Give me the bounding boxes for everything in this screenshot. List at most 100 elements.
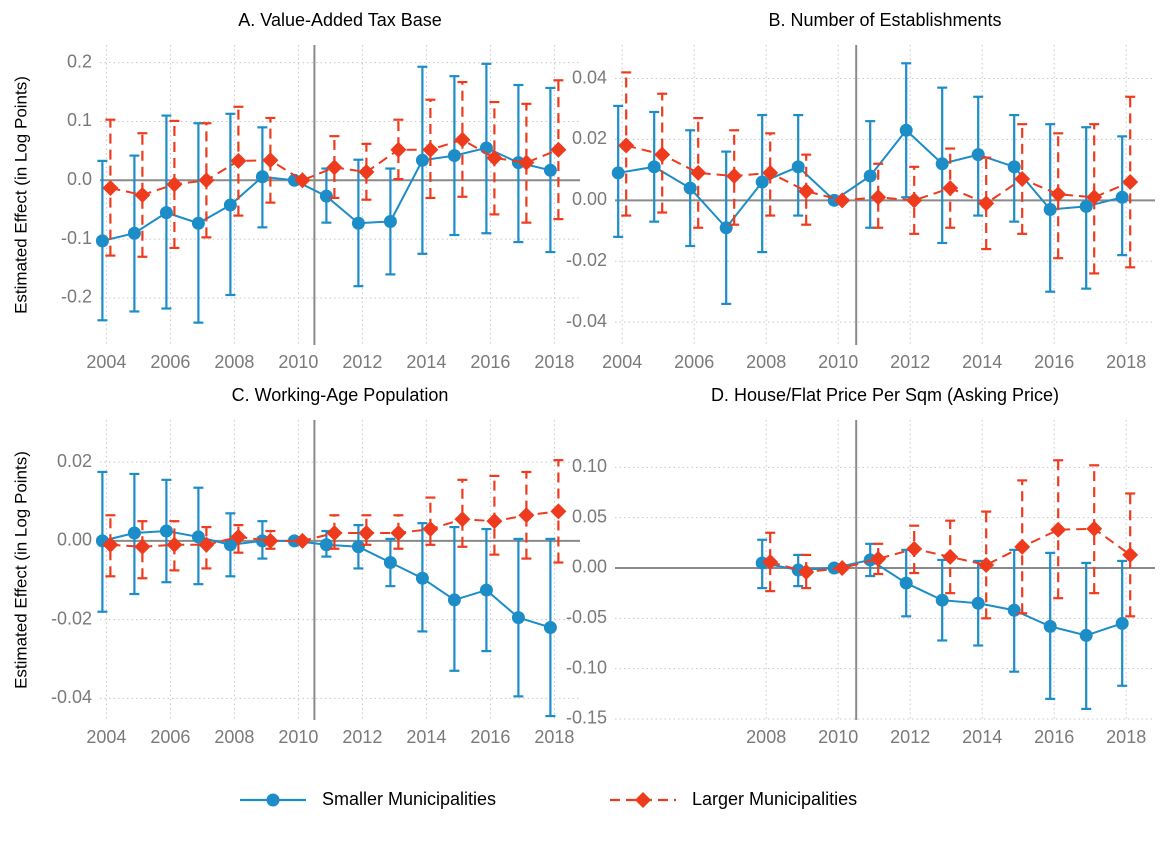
y-axis-label: Estimated Effect (in Log Points) [11, 451, 30, 689]
marker [191, 530, 205, 544]
x-tick-label: 2004 [86, 727, 126, 747]
marker [326, 159, 343, 176]
marker [255, 170, 269, 184]
marker [1086, 520, 1103, 537]
marker [719, 221, 733, 235]
x-tick-label: 2012 [342, 727, 382, 747]
marker [978, 195, 995, 212]
marker [166, 536, 183, 553]
y-tick-label: -0.02 [51, 608, 92, 628]
panel-title: D. House/Flat Price Per Sqm (Asking Pric… [711, 385, 1059, 405]
marker [511, 611, 525, 625]
x-tick-label: 2018 [1106, 352, 1146, 372]
marker [95, 234, 109, 248]
marker [422, 141, 439, 158]
marker [486, 513, 503, 530]
marker [262, 152, 279, 169]
marker [383, 214, 397, 228]
marker [518, 154, 535, 171]
x-tick-label: 2008 [746, 352, 786, 372]
x-tick-label: 2012 [890, 352, 930, 372]
marker [654, 146, 671, 163]
y-tick-label: 0.00 [572, 557, 607, 577]
marker [834, 192, 851, 209]
marker [358, 164, 375, 181]
marker [899, 576, 913, 590]
marker [1115, 190, 1129, 204]
y-tick-label: -0.02 [566, 250, 607, 270]
legend-marker [635, 792, 651, 808]
y-tick-label: 0.0 [67, 169, 92, 189]
marker [351, 540, 365, 554]
marker [223, 198, 237, 212]
marker [447, 593, 461, 607]
marker [294, 532, 311, 549]
marker [690, 164, 707, 181]
marker [543, 163, 557, 177]
x-tick-label: 2018 [1106, 727, 1146, 747]
marker [1050, 186, 1067, 203]
marker [1007, 603, 1021, 617]
y-tick-label: 0.00 [572, 189, 607, 209]
marker [618, 137, 635, 154]
x-tick-label: 2016 [1034, 352, 1074, 372]
legend-label: Smaller Municipalities [322, 789, 496, 809]
marker [454, 511, 471, 528]
marker [447, 149, 461, 163]
x-tick-label: 2008 [214, 352, 254, 372]
marker [1079, 199, 1093, 213]
marker [798, 564, 815, 581]
x-tick-label: 2010 [278, 352, 318, 372]
marker [326, 524, 343, 541]
marker [1007, 160, 1021, 174]
marker [762, 553, 779, 570]
marker [1043, 202, 1057, 216]
marker [899, 123, 913, 137]
marker [1122, 174, 1139, 191]
panel-title: B. Number of Establishments [768, 10, 1001, 30]
y-tick-label: -0.10 [566, 657, 607, 677]
marker [935, 157, 949, 171]
x-tick-label: 2018 [534, 352, 574, 372]
x-tick-label: 2012 [890, 727, 930, 747]
marker [102, 179, 119, 196]
y-tick-label: -0.04 [566, 311, 607, 331]
marker [971, 148, 985, 162]
marker [755, 175, 769, 189]
marker [102, 536, 119, 553]
marker [870, 189, 887, 206]
y-tick-label: 0.02 [572, 128, 607, 148]
y-tick-label: 0.02 [57, 451, 92, 471]
y-tick-label: -0.05 [566, 607, 607, 627]
panel-title: A. Value-Added Tax Base [238, 10, 441, 30]
y-tick-label: -0.2 [61, 287, 92, 307]
marker [647, 160, 661, 174]
x-tick-label: 2016 [470, 352, 510, 372]
marker [223, 538, 237, 552]
marker [134, 187, 151, 203]
y-axis-label: Estimated Effect (in Log Points) [11, 76, 30, 314]
x-tick-label: 2014 [962, 352, 1002, 372]
marker [134, 538, 151, 555]
marker [543, 620, 557, 634]
marker [454, 131, 471, 148]
legend-label: Larger Municipalities [692, 789, 857, 809]
panel-title: C. Working-Age Population [232, 385, 449, 405]
marker [942, 548, 959, 565]
marker [971, 596, 985, 610]
marker [415, 571, 429, 585]
marker [127, 526, 141, 540]
marker [390, 141, 407, 158]
x-tick-label: 2010 [818, 727, 858, 747]
marker [1079, 628, 1093, 642]
y-tick-label: 0.1 [67, 110, 92, 130]
y-tick-label: -0.15 [566, 708, 607, 728]
marker [762, 164, 779, 181]
marker [230, 152, 247, 169]
y-tick-label: 0.2 [67, 51, 92, 71]
y-tick-label: 0.00 [57, 530, 92, 550]
marker [1043, 619, 1057, 633]
y-tick-label: 0.10 [572, 456, 607, 476]
marker [1014, 538, 1031, 555]
marker [978, 556, 995, 573]
